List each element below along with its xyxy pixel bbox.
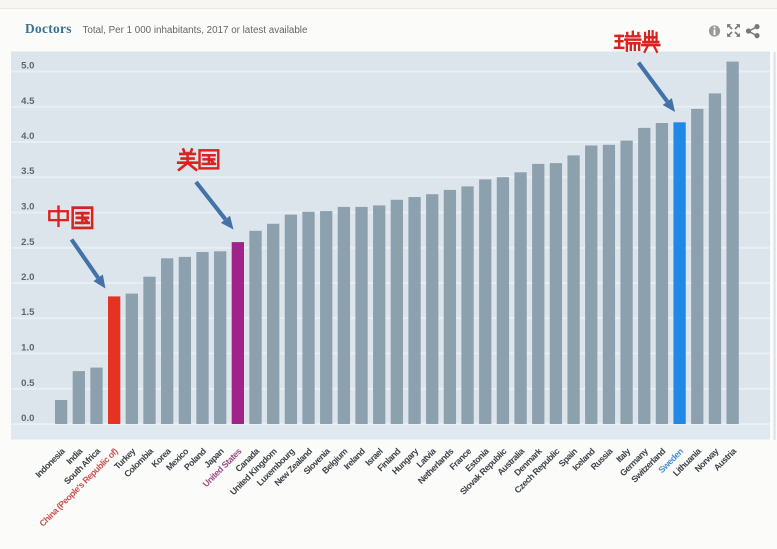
svg-text:2.0: 2.0	[21, 272, 34, 283]
svg-text:Total, Per 1 000 inhabitants,: Total, Per 1 000 inhabitants, 2017 or la…	[83, 25, 308, 36]
svg-text:4.5: 4.5	[21, 96, 35, 107]
svg-text:1.5: 1.5	[21, 307, 35, 318]
svg-text:1.0: 1.0	[21, 343, 34, 354]
svg-text:2.5: 2.5	[21, 237, 35, 248]
svg-text:4.0: 4.0	[21, 131, 34, 142]
svg-text:3.5: 3.5	[21, 166, 35, 177]
svg-text:5.0: 5.0	[21, 61, 34, 72]
svg-text:3.0: 3.0	[21, 202, 34, 213]
svg-text:Doctors: Doctors	[25, 21, 72, 36]
svg-text:0.0: 0.0	[21, 413, 34, 424]
svg-text:0.5: 0.5	[21, 378, 35, 389]
